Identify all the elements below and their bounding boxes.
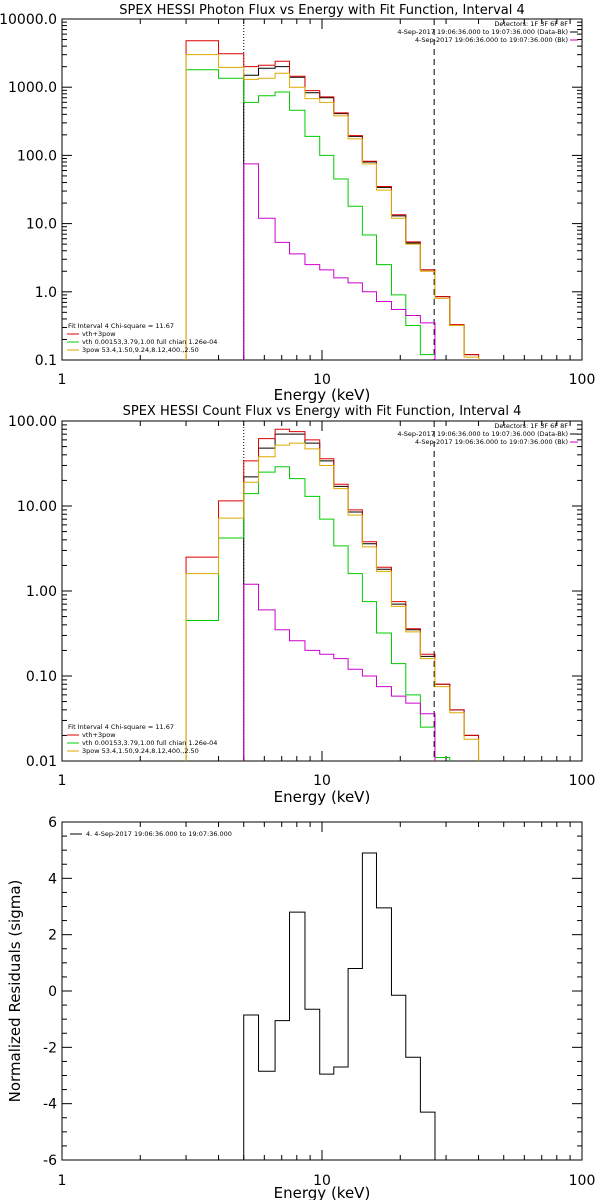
y-tick-label: 0.10 xyxy=(26,669,57,685)
legend-entry: Fit Interval 4 Chi-square = 11.67 xyxy=(68,322,174,330)
y-tick-label: 4 xyxy=(48,871,57,887)
legend-entry: Detectors: 1F 3F 6F 8F xyxy=(494,20,568,28)
x-tick-label: 1 xyxy=(58,1173,67,1189)
plot-frame xyxy=(61,821,583,1161)
series-line-data-bk xyxy=(243,433,480,761)
y-axis-label: Normalized Residuals (sigma) xyxy=(6,880,24,1103)
y-tick-label: 1.00 xyxy=(26,584,57,600)
x-tick-label: 100 xyxy=(569,1173,596,1189)
y-axis: -6 -4 -2 0 2 4 6 Normalized Residuals (sigma) xyxy=(6,815,582,1169)
y-axis: 0.1 1.0 10.0 100.0 1000.0 10000.0 xyxy=(0,12,582,369)
legend-entry: Fit Interval 4 Chi-square = 11.67 xyxy=(68,723,174,731)
series-line-vth-3pow xyxy=(185,40,480,360)
series-line-3pow xyxy=(185,442,480,761)
legend-top-left: 4. 4-Sep-2017 19:06:36.000 to 19:07:36.0… xyxy=(70,830,232,838)
x-axis-label: Energy (keV) xyxy=(274,386,371,404)
series-group xyxy=(243,852,436,1160)
x-axis: 1 10 100 Energy (keV) xyxy=(58,421,596,806)
x-axis-label: Energy (keV) xyxy=(274,1184,371,1200)
x-tick-label: 100 xyxy=(569,372,596,388)
series-line-data-bk xyxy=(243,66,480,360)
legend-entry: 3pow 53.4,1.50,9.24,8.12,400.,2.50 xyxy=(82,747,199,755)
y-tick-label: 100.00 xyxy=(8,414,57,430)
y-tick-label: 1.0 xyxy=(35,285,57,301)
legend-entry: 4-Sep-2017 19:06:36.000 to 19:07:36.000 … xyxy=(397,430,568,438)
legend-entry: vth+3pow xyxy=(82,330,116,338)
series-group xyxy=(185,428,480,761)
chart-title: SPEX HESSI Photon Flux vs Energy with Fi… xyxy=(119,3,525,18)
y-axis: 0.01 0.10 1.00 10.00 100.00 xyxy=(8,414,582,770)
chart-panel-1: SPEX HESSI Photon Flux vs Energy with Fi… xyxy=(0,3,595,404)
y-tick-label: 2 xyxy=(48,928,57,944)
x-tick-label: 1 xyxy=(58,773,67,789)
x-tick-label: 10 xyxy=(313,372,331,388)
x-axis: 1 10 100 Energy (keV) xyxy=(58,19,596,404)
legend-entry: 4-Sep-2017 19:06:36.000 to 19:07:36.000 … xyxy=(415,438,568,446)
legend-entry: 4. 4-Sep-2017 19:06:36.000 to 19:07:36.0… xyxy=(86,830,232,838)
x-tick-label: 1 xyxy=(58,372,67,388)
x-tick-label: 10 xyxy=(313,773,331,789)
series-line-4-4-sep-2017-19-06-36-000-to-19-07-36-000 xyxy=(243,852,436,1160)
chart-panel-3: 1 10 100 Energy (keV) -6 -4 -2 0 2 4 6 Normalized R… xyxy=(6,815,595,1200)
series-line-vth xyxy=(185,466,451,761)
y-tick-label: -4 xyxy=(43,1097,57,1113)
x-axis: 1 10 100 Energy (keV) xyxy=(58,822,596,1200)
legend-entry: 3pow 53.4,1.50,9.24,8.12,400.,2.50 xyxy=(82,346,199,354)
x-axis-label: Energy (keV) xyxy=(274,788,371,806)
legend-bottom-left: Fit Interval 4 Chi-square = 11.67vth+3po… xyxy=(67,322,217,354)
legend-entry: 4-Sep-2017 19:06:36.000 to 19:07:36.000 … xyxy=(397,28,568,36)
series-line-vth-3pow xyxy=(185,428,480,761)
plot-frame xyxy=(61,420,583,762)
plot-frame xyxy=(61,18,583,361)
legend-top-right: Detectors: 1F 3F 6F 8F4-Sep-2017 19:06:3… xyxy=(397,20,578,44)
y-tick-label: 6 xyxy=(48,815,57,831)
y-tick-label: -6 xyxy=(43,1153,57,1169)
y-tick-label: 10.00 xyxy=(17,499,57,515)
legend-entry: Detectors: 1F 3F 6F 8F xyxy=(494,422,568,430)
y-tick-label: 0.1 xyxy=(35,353,57,369)
y-tick-label: -2 xyxy=(43,1040,57,1056)
series-line-3pow xyxy=(185,54,480,360)
chart-panel-2: SPEX HESSI Count Flux vs Energy with Fit… xyxy=(8,404,595,806)
legend-bottom-left: Fit Interval 4 Chi-square = 11.67vth+3po… xyxy=(67,723,217,755)
legend-top-right: Detectors: 1F 3F 6F 8F4-Sep-2017 19:06:3… xyxy=(397,422,578,446)
series-line-bk xyxy=(243,583,436,761)
legend-entry: vth 0.00153,3.79,1.00 full chian 1.26e-0… xyxy=(82,739,217,747)
y-tick-label: 100.0 xyxy=(17,148,57,164)
legend-entry: 4-Sep-2017 19:06:36.000 to 19:07:36.000 … xyxy=(415,36,568,44)
x-tick-label: 100 xyxy=(569,773,596,789)
legend-entry: vth+3pow xyxy=(82,731,116,739)
y-tick-label: 10000.0 xyxy=(0,12,57,28)
legend-entry: vth 0.00153,3.79,1.00 full chian 1.26e-0… xyxy=(82,338,217,346)
x-tick-label: 10 xyxy=(313,1173,331,1189)
y-tick-label: 0 xyxy=(48,984,57,1000)
series-group xyxy=(185,40,480,360)
y-tick-label: 1000.0 xyxy=(8,80,57,96)
y-tick-label: 10.0 xyxy=(26,217,57,233)
series-line-bk xyxy=(243,163,436,360)
y-tick-label: 0.01 xyxy=(26,754,57,770)
series-line-vth xyxy=(185,69,436,360)
chart-title: SPEX HESSI Count Flux vs Energy with Fit… xyxy=(123,404,522,419)
